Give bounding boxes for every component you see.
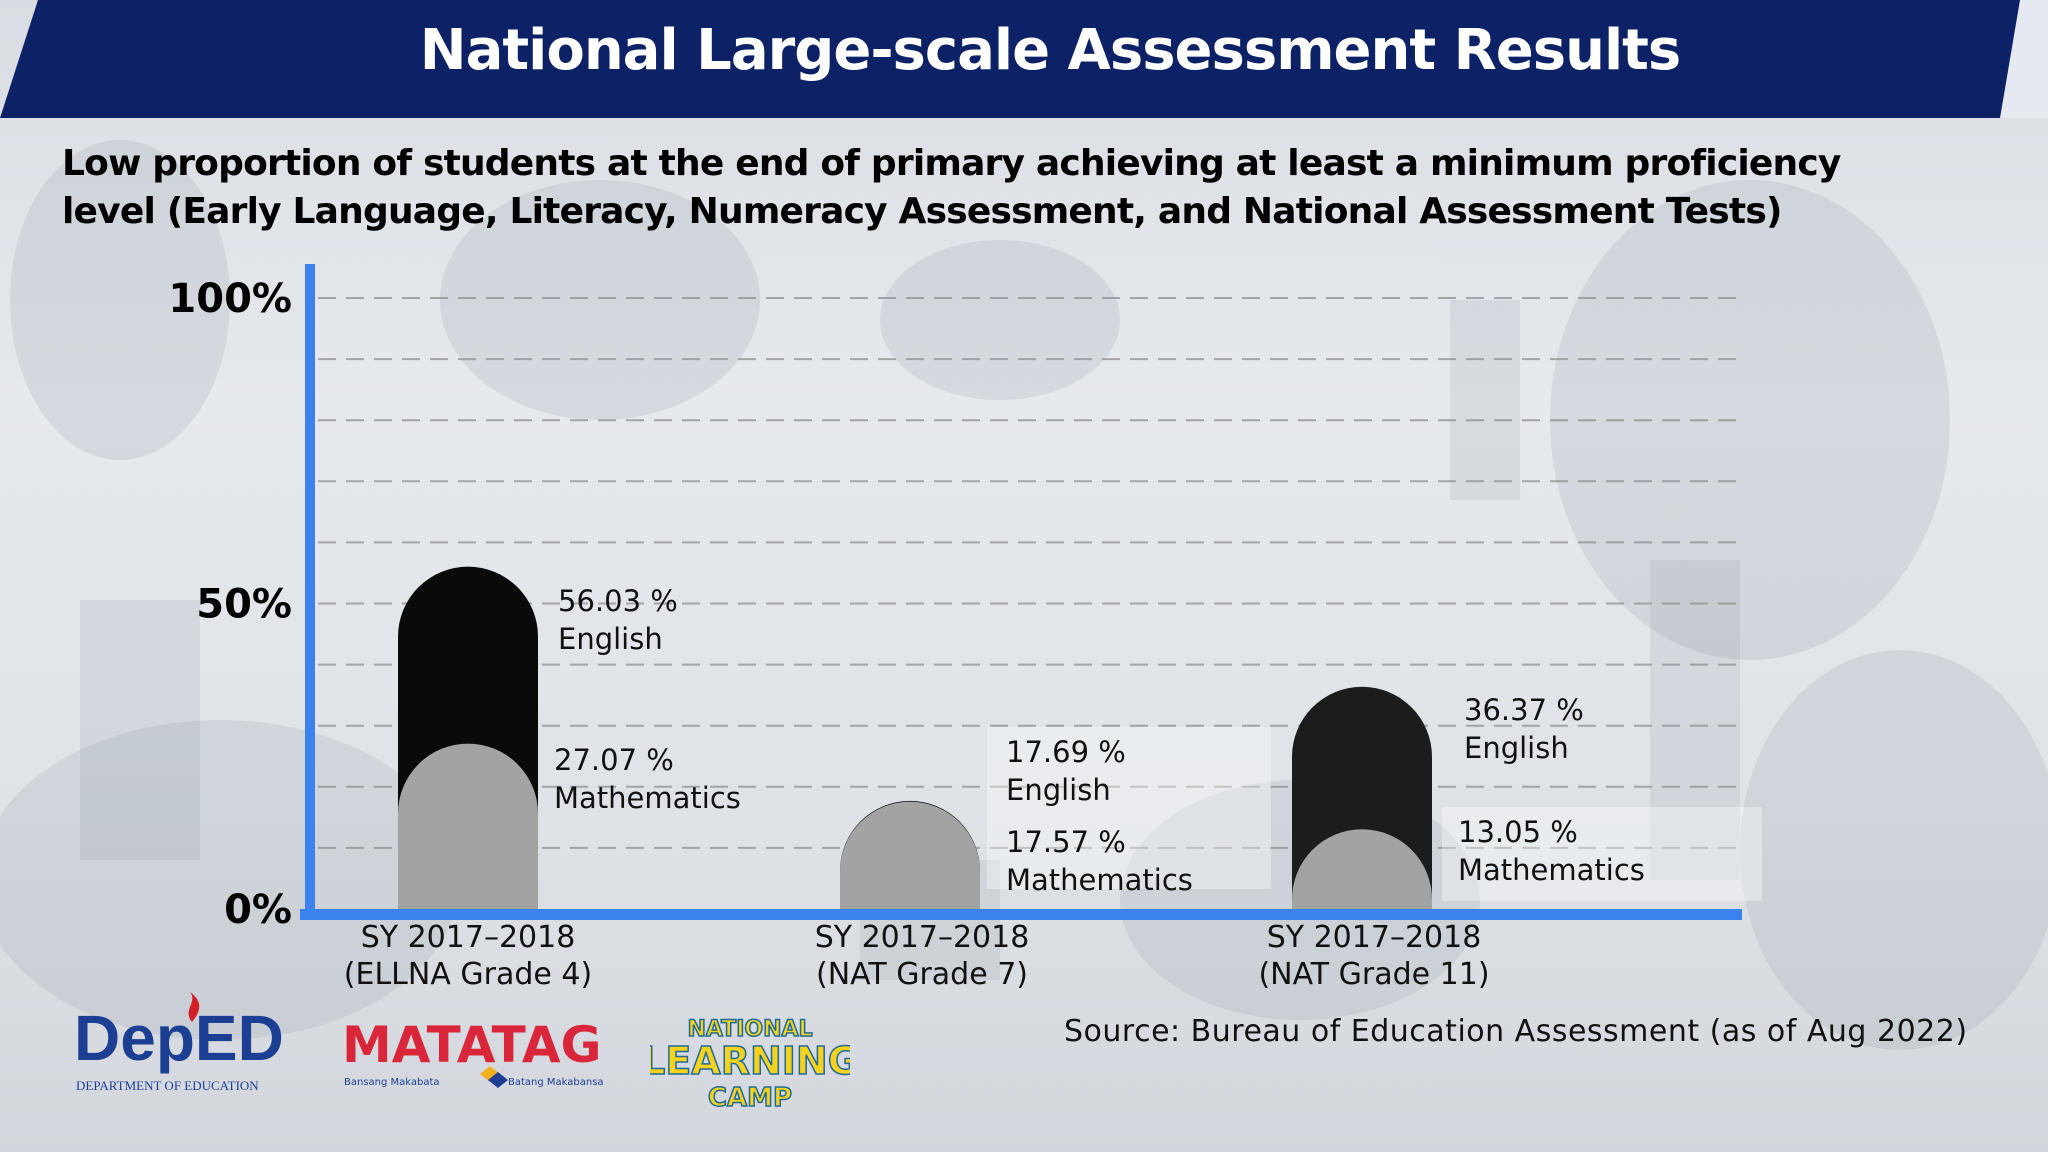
data-label-math-name: Mathematics (554, 781, 741, 815)
camp-line-2: LEARNING (650, 1039, 850, 1083)
data-label-english-name: English (1006, 773, 1111, 807)
y-tick-label: 0% (224, 887, 292, 933)
camp-line-1: NATIONAL (687, 1017, 812, 1042)
y-axis-line (305, 264, 315, 920)
data-label-math-name: Mathematics (1458, 853, 1645, 887)
camp-line-3: CAMP (708, 1083, 792, 1113)
subtitle-line-2: level (Early Language, Literacy, Numerac… (62, 191, 1782, 232)
data-label-english-name: English (558, 622, 663, 656)
bar-mathematics (398, 743, 538, 909)
x-axis-line (300, 909, 1742, 920)
deped-logo-text: DepED (74, 1002, 284, 1074)
torch-flame-icon (188, 992, 200, 1022)
data-label-box (1442, 807, 1762, 901)
page-title: National Large-scale Assessment Results (419, 18, 1682, 83)
x-category-label: SY 2017–2018 (1267, 920, 1482, 955)
data-label-english-value: 56.03 % (558, 584, 678, 618)
x-category-label: SY 2017–2018 (361, 920, 576, 955)
national-learning-camp-logo: NATIONAL LEARNING CAMP (650, 1016, 850, 1114)
x-category-label: (NAT Grade 11) (1258, 957, 1489, 992)
data-label-math-value: 17.57 % (1006, 825, 1126, 859)
header-banner (0, 0, 2048, 118)
data-label-english-value: 17.69 % (1006, 735, 1126, 769)
subtitle-line-1: Low proportion of students at the end of… (62, 143, 1841, 184)
data-label-box (987, 727, 1271, 889)
matatag-logo-text: MATATAG (342, 1016, 602, 1074)
x-category-label: (NAT Grade 7) (816, 957, 1028, 992)
y-tick-label: 100% (168, 276, 292, 322)
x-category-label: (ELLNA Grade 4) (344, 957, 592, 992)
data-label-math-name: Mathematics (1006, 863, 1193, 897)
deped-logo: DepED DEPARTMENT OF EDUCATION (74, 992, 284, 1093)
matatag-sub-left: Bansang Makabata (344, 1077, 440, 1088)
bar-mathematics (840, 801, 980, 909)
matatag-sub-right: Batang Makabansa (508, 1077, 604, 1088)
matatag-logo: MATATAG Bansang Makabata Batang Makabans… (342, 1016, 604, 1088)
data-label-math-value: 13.05 % (1458, 815, 1578, 849)
data-label-english-value: 36.37 % (1464, 693, 1584, 727)
y-tick-label: 50% (196, 582, 292, 628)
chart-subtitle: Low proportion of students at the end of… (62, 140, 1982, 236)
bar-mathematics (1292, 829, 1432, 909)
data-label-english-name: English (1464, 731, 1569, 765)
source-note: Source: Bureau of Education Assessment (… (1064, 1014, 1968, 1049)
x-category-label: SY 2017–2018 (815, 920, 1030, 955)
deped-logo-subtext: DEPARTMENT OF EDUCATION (76, 1078, 259, 1093)
data-label-math-value: 27.07 % (554, 743, 674, 777)
